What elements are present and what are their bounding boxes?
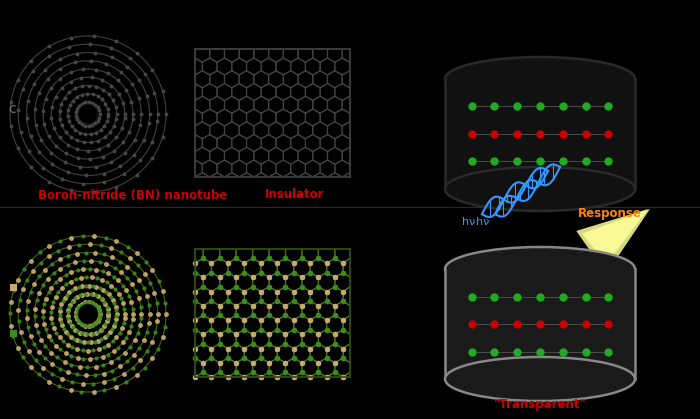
Bar — [10, 330, 17, 337]
Text: Response: Response — [578, 207, 642, 220]
Bar — [195, 49, 350, 177]
Ellipse shape — [445, 167, 635, 211]
Polygon shape — [445, 269, 635, 379]
Bar — [10, 284, 17, 291]
Ellipse shape — [445, 57, 635, 101]
Text: hν: hν — [462, 217, 476, 227]
Circle shape — [78, 104, 98, 124]
Ellipse shape — [445, 247, 635, 291]
Text: "Transparent": "Transparent" — [494, 398, 587, 411]
Text: c: c — [8, 102, 15, 116]
Polygon shape — [576, 209, 648, 269]
Polygon shape — [445, 79, 635, 189]
Circle shape — [78, 304, 98, 324]
Ellipse shape — [445, 357, 635, 401]
Text: Insulator: Insulator — [265, 189, 325, 202]
Bar — [195, 249, 350, 377]
Text: hν: hν — [476, 217, 490, 227]
Text: Boron-nitride (BN) nanotube: Boron-nitride (BN) nanotube — [38, 189, 228, 202]
Polygon shape — [582, 209, 650, 269]
